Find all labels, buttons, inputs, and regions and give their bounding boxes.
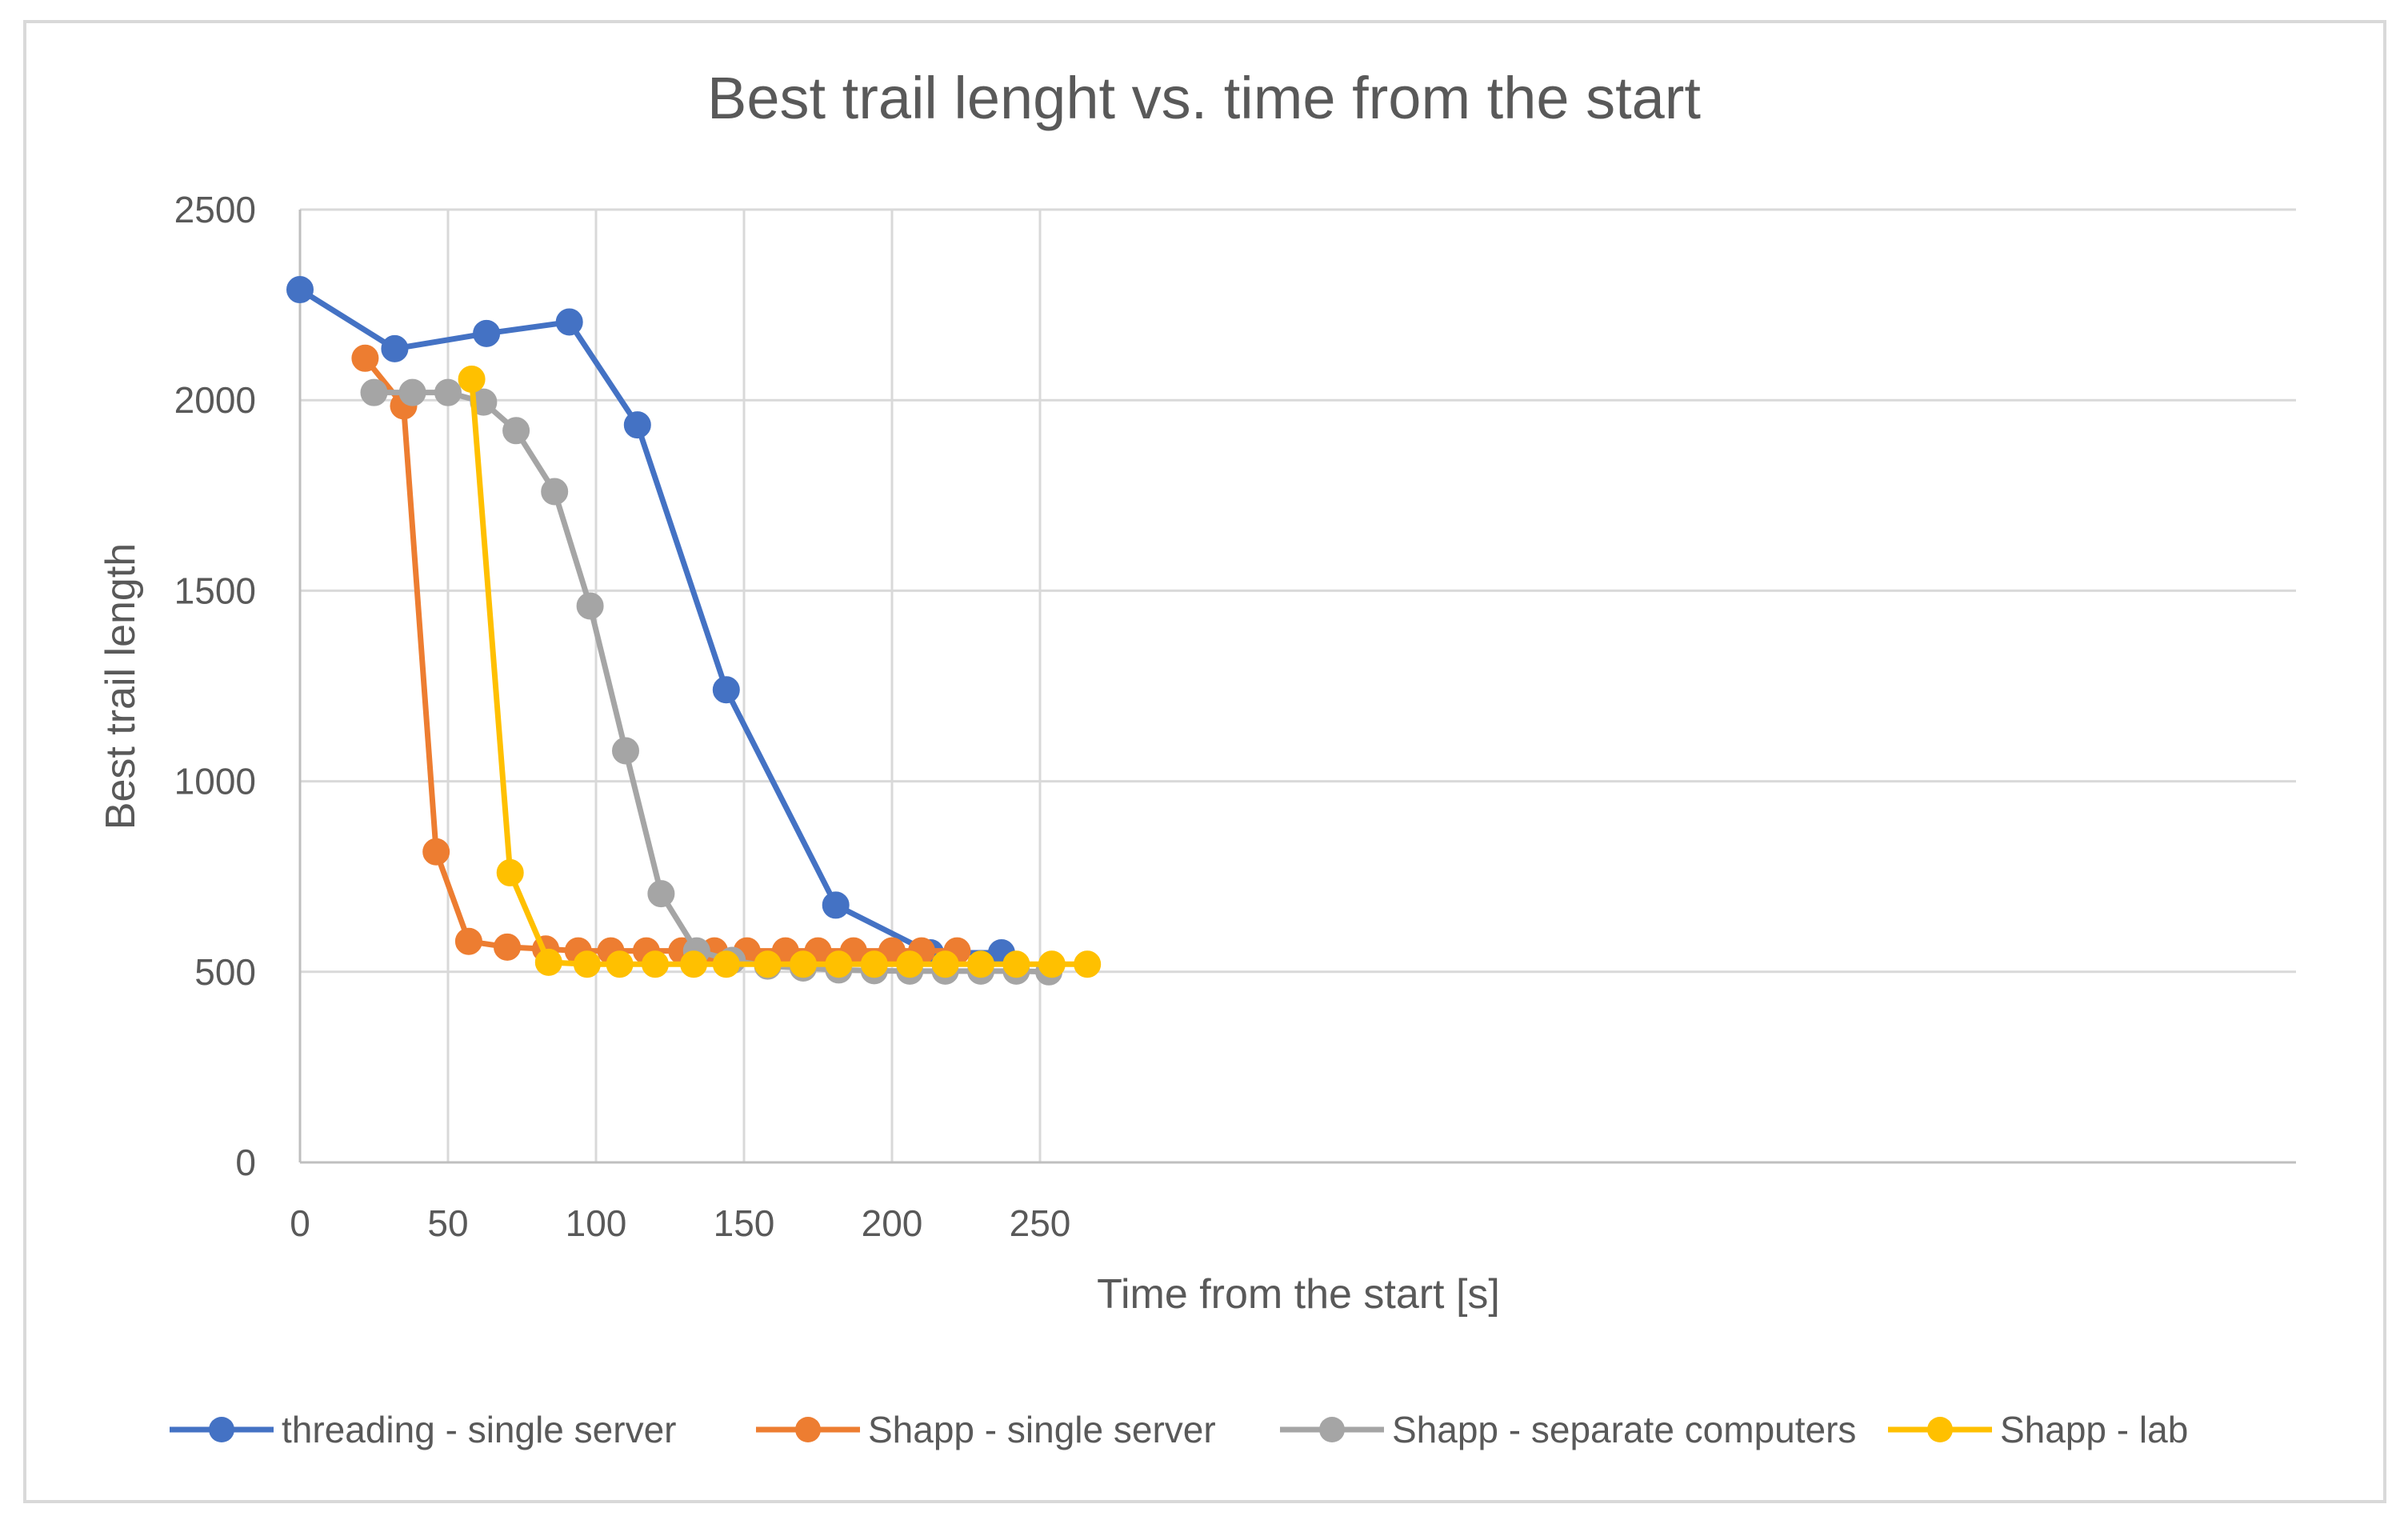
x-tick-label: 200 <box>862 1202 923 1244</box>
series-4 <box>458 365 1102 978</box>
y-tick-label: 1000 <box>174 761 256 802</box>
chart-frame <box>23 20 2386 1503</box>
data-point <box>931 950 959 978</box>
y-tick-label: 2500 <box>174 189 256 230</box>
data-point <box>822 891 850 919</box>
legend-entry-4: Shapp - lab <box>1888 1409 2188 1450</box>
data-point <box>712 950 740 978</box>
legend-marker <box>209 1417 234 1442</box>
chart-title: Best trail lenght vs. time from the star… <box>707 65 1701 131</box>
data-point <box>496 858 524 886</box>
legend-entry-3: Shapp - separate computers <box>1280 1409 1856 1450</box>
legend-marker <box>795 1417 821 1442</box>
legend: threading - single server Shapp - single … <box>170 1409 2188 1450</box>
legend-label: Shapp - lab <box>2000 1409 2188 1450</box>
y-tick-label: 1500 <box>174 570 256 611</box>
axes: 0 500 1000 1500 2000 2500 0 50 100 150 200 250 <box>174 189 2296 1244</box>
data-point <box>555 308 583 336</box>
data-point <box>606 950 634 978</box>
y-tick-label: 500 <box>194 951 256 993</box>
legend-label: Shapp - single server <box>868 1409 1216 1450</box>
data-point <box>398 378 426 406</box>
x-tick-label: 250 <box>1010 1202 1071 1244</box>
legend-label: Shapp - separate computers <box>1392 1409 1856 1450</box>
data-point <box>612 737 639 765</box>
data-point <box>351 344 379 372</box>
data-point <box>1038 950 1066 978</box>
data-point <box>712 676 740 704</box>
data-point <box>790 950 817 978</box>
x-tick-label: 0 <box>290 1202 310 1244</box>
data-point <box>825 950 853 978</box>
x-tick-label: 150 <box>714 1202 775 1244</box>
data-point <box>381 334 409 362</box>
data-point <box>286 276 314 304</box>
data-point <box>494 933 521 961</box>
data-point <box>967 950 994 978</box>
data-point <box>1074 950 1102 978</box>
legend-entry-2: Shapp - single server <box>756 1409 1216 1450</box>
data-point <box>458 365 486 393</box>
data-point <box>473 319 501 347</box>
legend-label: threading - single server <box>282 1409 676 1450</box>
x-tick-label: 50 <box>427 1202 468 1244</box>
data-point <box>647 880 675 908</box>
y-tick-label: 0 <box>235 1142 256 1183</box>
data-point <box>680 950 708 978</box>
data-point <box>534 948 562 976</box>
data-point <box>422 838 450 866</box>
legend-marker <box>1927 1417 1953 1442</box>
data-point <box>642 950 669 978</box>
data-point <box>860 950 888 978</box>
data-point <box>573 950 601 978</box>
data-point <box>896 950 924 978</box>
data-point <box>754 950 782 978</box>
series-lines <box>286 276 1102 986</box>
legend-entry-1: threading - single server <box>170 1409 676 1450</box>
data-point <box>502 417 530 445</box>
y-tick-label: 2000 <box>174 379 256 421</box>
data-point <box>360 378 388 406</box>
data-point <box>454 927 482 955</box>
x-tick-label: 100 <box>566 1202 627 1244</box>
data-point <box>434 378 462 406</box>
data-point <box>1002 950 1030 978</box>
data-point <box>541 478 569 506</box>
data-point <box>623 411 651 439</box>
y-axis-label: Best trail length <box>98 543 144 830</box>
x-axis-label: Time from the start [s] <box>1097 1271 1500 1318</box>
legend-marker <box>1319 1417 1345 1442</box>
data-point <box>576 592 604 620</box>
